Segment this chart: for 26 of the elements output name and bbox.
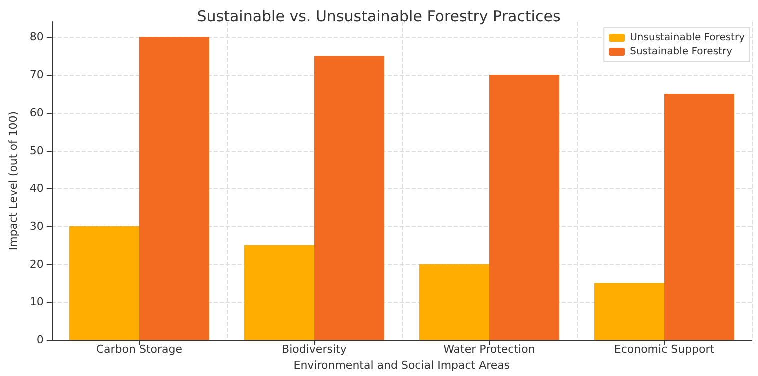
y-tick-label: 10 [30, 296, 44, 309]
bar [664, 94, 734, 340]
y-tick-label: 80 [30, 30, 44, 44]
x-tick-label: Economic Support [614, 343, 716, 356]
bar [489, 75, 560, 340]
x-tick-label: Carbon Storage [96, 343, 183, 356]
y-tick-label: 0 [36, 334, 44, 347]
bar [244, 245, 314, 340]
chart-title: Sustainable vs. Unsustainable Forestry Practices [197, 8, 561, 26]
y-tick-label: 60 [30, 106, 44, 120]
bar [419, 264, 490, 340]
bar [594, 283, 664, 340]
x-tick-label: Biodiversity [282, 343, 348, 356]
legend-label: Sustainable Forestry [630, 46, 733, 58]
y-tick-label: 20 [30, 258, 44, 271]
bar [139, 37, 210, 340]
bar [314, 56, 384, 340]
y-tick-label: 30 [30, 220, 44, 233]
y-tick-label: 50 [30, 144, 44, 158]
legend-label: Unsustainable Forestry [630, 32, 746, 44]
x-tick-label: Water Protection [444, 343, 536, 356]
y-tick-label: 40 [30, 182, 44, 196]
bar [69, 226, 140, 340]
y-axis-title: Impact Level (out of 100) [7, 111, 20, 251]
y-tick-label: 70 [30, 68, 44, 82]
x-axis-title: Environmental and Social Impact Areas [294, 359, 510, 372]
